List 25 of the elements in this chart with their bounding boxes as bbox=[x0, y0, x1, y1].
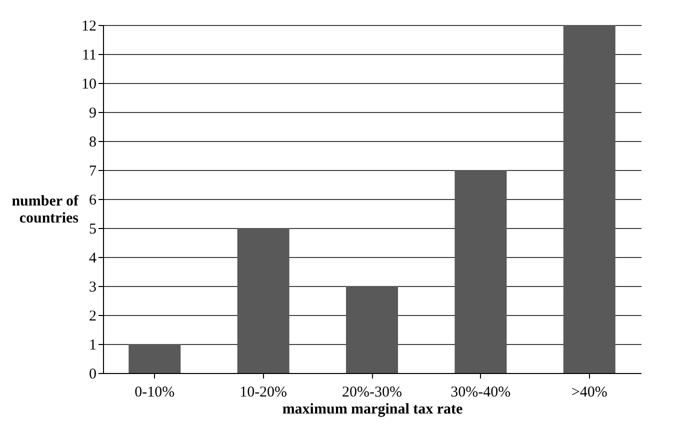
x-tick-label: 20%-30% bbox=[342, 384, 402, 400]
y-axis-title: number of countries bbox=[12, 194, 80, 226]
y-tick-label: 3 bbox=[89, 280, 96, 296]
y-tick-label: 1 bbox=[89, 338, 96, 354]
x-tick-label: >40% bbox=[571, 384, 608, 400]
y-tick-label: 11 bbox=[82, 48, 96, 64]
y-tick-label: 10 bbox=[82, 76, 96, 92]
x-tick-label: 10-20% bbox=[240, 384, 288, 400]
bar bbox=[128, 344, 181, 373]
y-tick-label: 12 bbox=[82, 18, 96, 34]
y-tick-label: 5 bbox=[89, 222, 96, 238]
y-tick-label: 4 bbox=[89, 250, 97, 266]
x-axis-title: maximum marginal tax rate bbox=[282, 402, 464, 418]
x-tick-label: 0-10% bbox=[134, 384, 175, 400]
bar bbox=[346, 286, 398, 373]
y-tick-label: 8 bbox=[89, 134, 96, 150]
bar bbox=[563, 25, 616, 373]
y-tick-label: 9 bbox=[89, 106, 96, 122]
y-tick-label: 7 bbox=[89, 164, 97, 180]
y-tick-label: 2 bbox=[89, 308, 96, 324]
y-tick-label: 0 bbox=[89, 366, 96, 382]
y-tick-label: 6 bbox=[89, 192, 97, 208]
x-tick-label: 30%-40% bbox=[450, 384, 511, 400]
bar bbox=[454, 170, 507, 373]
bar bbox=[237, 228, 290, 373]
